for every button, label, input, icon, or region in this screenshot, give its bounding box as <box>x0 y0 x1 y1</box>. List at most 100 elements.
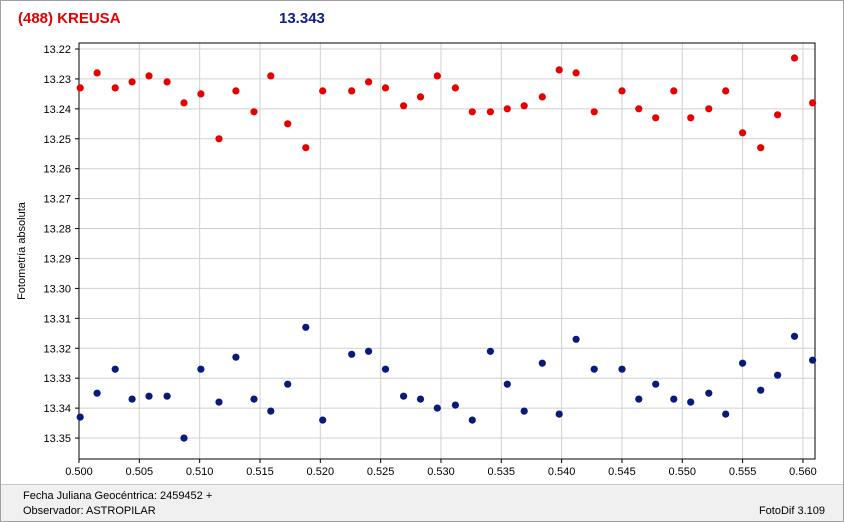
blue-data-point <box>250 395 258 403</box>
x-tick-label: 0.525 <box>367 466 395 478</box>
red-data-point <box>215 135 223 143</box>
y-axis: 13.22 13.23 13.24 13.25 13.26 13.27 13.28 13.29… <box>43 44 79 445</box>
blue-data-point <box>468 416 476 424</box>
software-version: FotoDif 3.109 <box>758 505 825 517</box>
red-data-point <box>365 78 373 86</box>
red-data-point <box>451 84 459 92</box>
x-tick-label: 0.500 <box>65 466 93 478</box>
blue-data-point <box>416 395 425 403</box>
blue-data-point <box>76 413 84 421</box>
x-tick-label: 0.535 <box>488 466 516 478</box>
red-data-point <box>319 87 327 95</box>
red-data-point <box>486 108 494 116</box>
blue-data-point <box>590 365 598 373</box>
red-data-point <box>652 114 660 122</box>
y-tick-label: 13.31 <box>43 313 71 325</box>
red-data-point <box>180 99 188 107</box>
julian-date-label: Fecha Juliana Geocéntrica: 2459452 + <box>23 490 213 502</box>
red-data-point <box>416 93 425 101</box>
red-data-point <box>555 66 563 74</box>
blue-data-point <box>451 401 459 409</box>
x-tick-label: 0.520 <box>307 466 335 478</box>
x-tick-label: 0.555 <box>729 466 757 478</box>
red-data-point <box>670 87 678 95</box>
y-tick-label: 13.34 <box>43 403 71 415</box>
blue-data-point <box>538 359 546 367</box>
red-data-point <box>232 87 240 95</box>
blue-data-point <box>555 410 563 418</box>
blue-data-point <box>365 347 373 355</box>
y-tick-label: 13.24 <box>43 104 71 116</box>
observer-label: Observador: ASTROPILAR <box>23 505 156 517</box>
red-data-point <box>635 105 643 113</box>
blue-data-point <box>215 398 223 406</box>
blue-data-point <box>572 335 580 343</box>
blue-data-point <box>739 359 747 367</box>
red-data-point <box>618 87 626 95</box>
object-title: (488) KREUSA <box>18 10 121 27</box>
blue-data-point <box>163 392 171 400</box>
y-tick-label: 13.25 <box>43 134 71 146</box>
status-bar: Fecha Juliana Geocéntrica: 2459452 + Obs… <box>1 484 843 521</box>
red-data-point <box>757 144 765 152</box>
blue-data-point <box>284 380 292 388</box>
y-tick-label: 13.23 <box>43 74 71 86</box>
blue-data-point <box>128 395 136 403</box>
x-tick-label: 0.550 <box>669 466 697 478</box>
blue-data-point <box>267 407 275 415</box>
red-data-point <box>520 102 528 110</box>
y-tick-label: 13.30 <box>43 283 71 295</box>
y-tick-label: 13.22 <box>43 44 71 56</box>
blue-data-point <box>635 395 643 403</box>
red-data-point <box>111 84 119 92</box>
blue-data-point <box>790 332 799 340</box>
blue-data-point <box>232 353 240 361</box>
magnitude-value: 13.343 <box>279 10 325 27</box>
blue-data-point <box>722 410 730 418</box>
plot-area <box>78 42 816 460</box>
red-data-point <box>267 72 275 80</box>
red-data-point <box>538 93 546 101</box>
y-tick-label: 13.27 <box>43 194 71 206</box>
red-data-point <box>572 69 580 77</box>
red-data-point <box>250 108 258 116</box>
blue-data-point <box>302 323 310 331</box>
red-data-point <box>433 72 441 80</box>
x-tick-label: 0.530 <box>427 466 455 478</box>
red-data-point <box>302 144 310 152</box>
red-data-point <box>381 84 390 92</box>
x-tick-label: 0.545 <box>608 466 636 478</box>
red-data-point <box>468 108 476 116</box>
blue-data-point <box>618 365 626 373</box>
y-tick-label: 13.35 <box>43 433 71 445</box>
blue-data-point <box>774 371 782 379</box>
x-tick-label: 0.515 <box>246 466 274 478</box>
blue-data-point <box>400 392 408 400</box>
blue-data-point <box>520 407 528 415</box>
y-tick-label: 13.29 <box>43 253 71 265</box>
x-axis: 0.500 0.505 0.510 0.515 0.520 0.525 0.530 0.535… <box>65 459 817 478</box>
scatter-plot: 13.22 13.23 13.24 13.25 13.26 13.27 13.28 13.29… <box>16 42 817 478</box>
red-data-point <box>705 105 713 113</box>
data-points <box>76 54 817 442</box>
x-tick-label: 0.510 <box>186 466 214 478</box>
y-axis-label: Fotometría absoluta <box>16 201 28 300</box>
y-tick-label: 13.33 <box>43 373 71 385</box>
blue-data-point <box>197 365 205 373</box>
red-data-point <box>809 99 817 107</box>
blue-data-point <box>486 347 494 355</box>
red-data-point <box>128 78 136 86</box>
red-data-point <box>590 108 598 116</box>
red-data-point <box>722 87 730 95</box>
blue-data-point <box>319 416 327 424</box>
blue-data-point <box>145 392 153 400</box>
blue-data-point <box>93 389 101 397</box>
x-tick-label: 0.540 <box>548 466 576 478</box>
blue-data-point <box>809 356 817 364</box>
y-tick-label: 13.28 <box>43 224 71 236</box>
blue-data-point <box>111 365 119 373</box>
red-data-point <box>284 120 292 128</box>
blue-data-point <box>433 404 441 412</box>
red-data-point <box>197 90 205 98</box>
